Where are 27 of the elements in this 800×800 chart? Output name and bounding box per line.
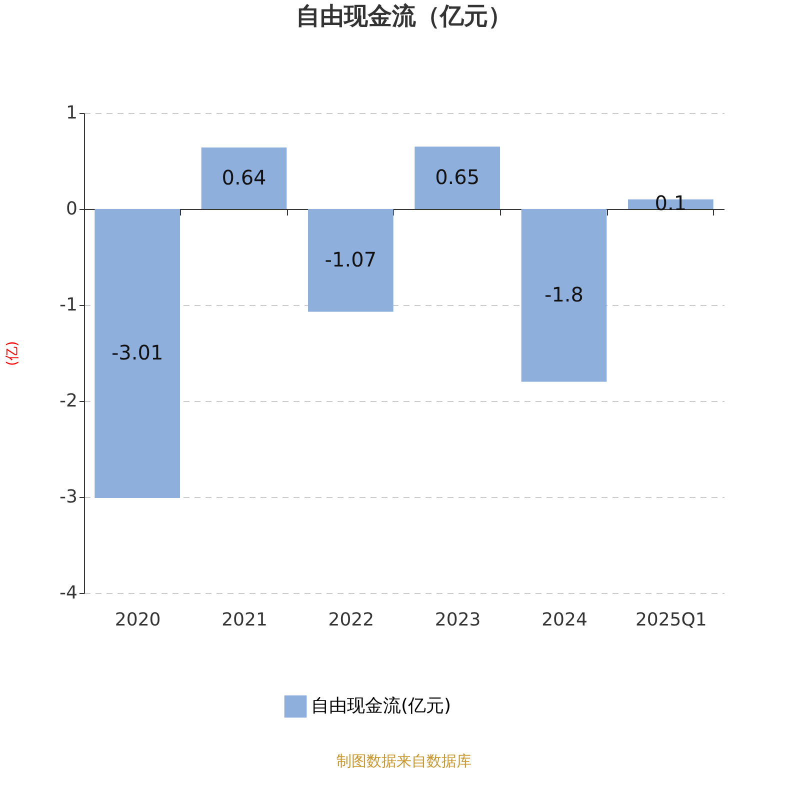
y-tick-label: -1 <box>60 294 78 316</box>
x-tick-label: 2022 <box>328 610 374 630</box>
chart-title: 自由现金流（亿元） <box>296 2 512 30</box>
data-label: -1.8 <box>544 282 584 306</box>
bar <box>521 209 607 382</box>
text: 制图数据来自数据库 <box>336 752 472 770</box>
x-tick-label: 2024 <box>542 610 588 630</box>
data-label: -1.07 <box>324 247 377 272</box>
legend-label: 自由现金流(亿元) <box>311 696 452 716</box>
y-tick-label: 0 <box>66 198 78 220</box>
x-tick-label: 2025Q1 <box>635 610 707 630</box>
y-tick-label: 1 <box>66 102 78 124</box>
x-tick-label: 2020 <box>114 610 161 630</box>
x-tick-label: 2023 <box>434 610 481 630</box>
bar <box>94 209 180 498</box>
y-tick-label: -4 <box>60 582 78 604</box>
data-label: 0.1 <box>654 191 687 216</box>
data-label: -3.01 <box>111 340 164 364</box>
y-tick-label: -3 <box>60 486 78 508</box>
y-axis-title: (亿) <box>4 341 21 366</box>
bar <box>201 148 287 209</box>
x-tick-label: 2021 <box>222 610 268 630</box>
data-label: 0.65 <box>435 164 480 189</box>
data-label: 0.64 <box>222 165 266 190</box>
y-tick-label: -2 <box>60 390 78 412</box>
bar <box>414 146 500 209</box>
bar <box>308 209 394 312</box>
